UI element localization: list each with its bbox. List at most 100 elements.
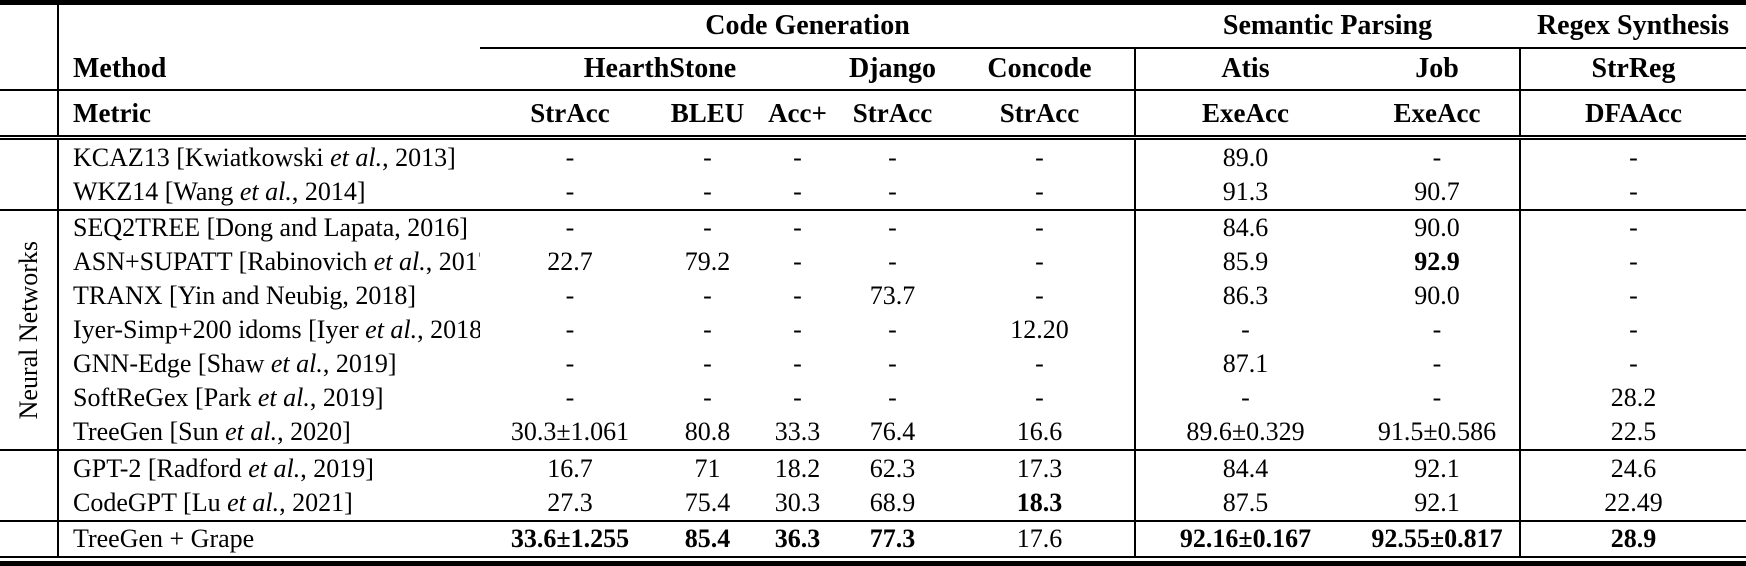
value-cell: 33.3	[774, 417, 821, 447]
value-cell: -	[703, 142, 712, 172]
value-cell: 75.4	[684, 487, 731, 517]
method-text-italic: et al.	[227, 487, 280, 517]
value-cell: 27.3	[547, 487, 593, 517]
value-cell: 12.20	[1010, 315, 1069, 345]
value-cell: -	[793, 281, 802, 311]
value-cell: 84.6	[1134, 208, 1355, 246]
value-cell: -	[888, 177, 897, 207]
metric-header: Metric	[57, 90, 480, 140]
dataset-job: Job	[1355, 48, 1520, 91]
value-cell: 73.7	[869, 281, 916, 311]
value-cell: -	[888, 383, 897, 413]
value-cell: 77.3	[840, 519, 945, 556]
value-cell: 87.1	[1134, 347, 1355, 381]
method-text: , 2020]	[277, 417, 351, 447]
value-cell: -	[888, 142, 897, 172]
value-cell: -	[703, 383, 712, 413]
value-cell: 33.6±1.255	[480, 519, 660, 556]
method-cell: KCAZ13 [Kwiatkowski et al., 2013]	[57, 137, 480, 175]
value-cell: 17.6	[945, 519, 1135, 556]
table-row-gnn-edge: GNN-Edge [Shaw et al., 2019] - - - - - 8…	[0, 347, 1746, 381]
value-cell: -	[1519, 245, 1746, 280]
dataset-django: Django	[840, 48, 945, 91]
value-cell: 62.3	[840, 449, 945, 486]
value-cell: 28.2	[1519, 381, 1746, 415]
value-cell: 28.9	[1519, 519, 1746, 556]
value-cell: 80.8	[684, 417, 731, 447]
method-cell: CodeGPT [Lu et al., 2021]	[57, 485, 480, 521]
dataset-hearthstone: HearthStone	[480, 48, 840, 91]
value-cell: 68.9	[869, 487, 916, 517]
value-cell: -	[1519, 279, 1746, 314]
method-text: , 2019]	[309, 383, 384, 413]
value-cell: -	[793, 177, 802, 207]
value-cell: -	[703, 349, 712, 379]
value-cell: 22.5	[1519, 414, 1746, 451]
table-row-treegen-grape: TreeGen + Grape 33.6±1.255 85.4 36.3 77.…	[0, 519, 1746, 556]
value-cell: -	[793, 315, 802, 345]
value-cell: 71	[660, 449, 755, 486]
value-cell: 16.7	[480, 449, 660, 486]
group-header-row: Code Generation Semantic Parsing Regex S…	[0, 5, 1746, 49]
table-row-seq2tree: Neural Networks SEQ2TREE [Dong and Lapat…	[0, 208, 1746, 451]
method-text: TreeGen [Sun	[73, 417, 226, 447]
table-row-softregex: SoftReGex [Park et al., 2019] - - - - - …	[0, 381, 1746, 415]
table-row-wkz14: WKZ14 [Wang et al., 2014] - - - - - 91.3…	[0, 174, 1746, 210]
method-spacer	[57, 5, 480, 48]
value-cell: -	[1432, 142, 1442, 172]
value-cell: -	[945, 208, 1135, 246]
method-text: , 2019]	[322, 349, 397, 379]
method-text: , 2021]	[279, 487, 353, 517]
method-text: GNN-Edge [Shaw	[73, 349, 271, 379]
method-text: TreeGen + Grape	[73, 524, 255, 554]
table-row-kcaz13: KCAZ13 [Kwiatkowski et al., 2013] - - - …	[0, 137, 1746, 175]
value-cell: -	[480, 208, 660, 246]
method-text-italic: et al.	[257, 383, 310, 413]
method-text: , 2014]	[291, 177, 366, 207]
metric-stracc-hs: StrAcc	[480, 90, 660, 140]
value-cell: 79.2	[684, 247, 731, 277]
value-cell: 91.3	[1134, 174, 1355, 210]
value-cell: -	[1035, 383, 1044, 413]
side-spacer	[0, 48, 58, 91]
side-spacer	[0, 138, 58, 210]
value-cell: 86.3	[1134, 279, 1355, 314]
table-row-treegen: TreeGen [Sun et al., 2020] 30.3±1.061 80…	[0, 414, 1746, 451]
method-text-italic: et al.	[239, 177, 292, 207]
value-cell: -	[1519, 347, 1746, 381]
value-cell: 76.4	[869, 417, 916, 447]
value-cell: -	[1519, 208, 1746, 246]
value-cell: -	[793, 349, 802, 379]
side-spacer	[0, 5, 58, 48]
value-cell: 92.1	[1414, 487, 1460, 517]
method-cell: ASN+SUPATT [Rabinovich et al., 2017]	[57, 245, 480, 280]
method-text-italic: et al.	[330, 142, 383, 172]
value-cell: -	[793, 142, 802, 172]
value-cell: 91.5±0.586	[1377, 417, 1497, 447]
side-spacer	[0, 449, 58, 521]
method-text: KCAZ13 [Kwiatkowski	[73, 142, 331, 172]
value-cell: 90.7	[1414, 177, 1460, 207]
method-text: CodeGPT [Lu	[73, 487, 228, 517]
value-cell: 30.3	[774, 487, 821, 517]
dataset-concode: Concode	[945, 48, 1135, 91]
method-cell: GNN-Edge [Shaw et al., 2019]	[57, 347, 480, 381]
method-text-italic: et al.	[373, 247, 426, 277]
dataset-atis: Atis	[1134, 48, 1355, 91]
value-cell: 18.2	[755, 449, 840, 486]
method-cell: GPT-2 [Radford et al., 2019]	[57, 449, 480, 486]
value-cell: 85.4	[660, 519, 755, 556]
metric-stracc-django: StrAcc	[840, 90, 945, 140]
value-cell: 36.3	[755, 519, 840, 556]
value-cell: -	[1035, 281, 1044, 311]
value-cell: -	[1432, 315, 1442, 345]
value-cell: -	[1035, 177, 1044, 207]
value-cell: -	[565, 281, 575, 311]
table-row-codegpt: CodeGPT [Lu et al., 2021] 27.3 75.4 30.3…	[0, 485, 1746, 521]
value-cell: 30.3±1.061	[510, 417, 630, 447]
value-cell: -	[660, 208, 755, 246]
method-text: SEQ2TREE [Dong and Lapata, 2016]	[73, 213, 468, 243]
group-code-generation: Code Generation	[480, 5, 1135, 49]
neural-networks-side-label: Neural Networks	[13, 240, 43, 420]
group-regex-synthesis: Regex Synthesis	[1520, 5, 1746, 49]
